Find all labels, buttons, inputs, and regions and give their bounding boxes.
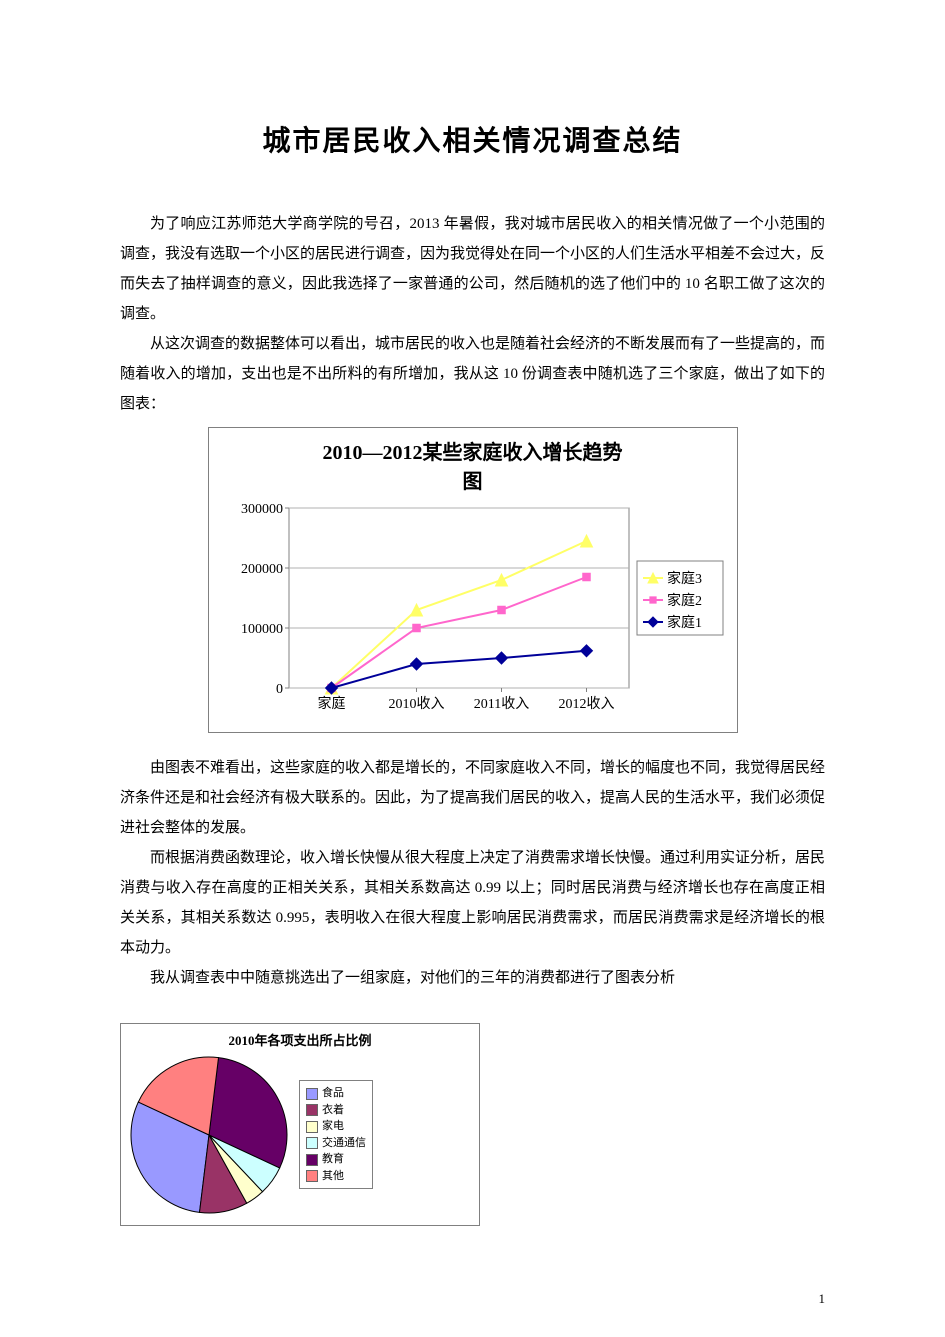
document-page: 城市居民收入相关情况调查总结 为了响应江苏师范大学商学院的号召，2013 年暑假…: [0, 0, 945, 1337]
svg-text:100000: 100000: [241, 622, 283, 637]
svg-text:0: 0: [276, 682, 283, 697]
paragraph-3: 由图表不难看出，这些家庭的收入都是增长的，不同家庭收入不同，增长的幅度也不同，我…: [120, 753, 825, 843]
pie-legend-swatch: [306, 1137, 318, 1149]
pie-legend-label: 家电: [322, 1118, 344, 1135]
pie-legend-item: 教育: [306, 1151, 366, 1168]
paragraph-5: 我从调查表中中随意挑选出了一组家庭，对他们的三年的消费都进行了图表分析: [120, 963, 825, 993]
svg-text:2010收入: 2010收入: [388, 696, 444, 712]
pie-legend-label: 食品: [322, 1085, 344, 1102]
pie-legend-swatch: [306, 1170, 318, 1182]
pie-chart: 2010年各项支出所占比例 食品衣着家电交通通信教育其他: [120, 1023, 480, 1226]
pie-legend-label: 衣着: [322, 1102, 344, 1119]
paragraph-4: 而根据消费函数理论，收入增长快慢从很大程度上决定了消费需求增长快慢。通过利用实证…: [120, 843, 825, 963]
pie-legend-swatch: [306, 1104, 318, 1116]
pie-chart-legend: 食品衣着家电交通通信教育其他: [299, 1080, 373, 1189]
document-title: 城市居民收入相关情况调查总结: [120, 119, 825, 159]
line-chart-title-line1: 2010—2012某些家庭收入增长趋势: [219, 436, 727, 465]
svg-text:2012收入: 2012收入: [558, 696, 614, 712]
pie-legend-item: 衣着: [306, 1102, 366, 1119]
pie-chart-title: 2010年各项支出所占比例: [129, 1030, 471, 1049]
line-chart: 2010—2012某些家庭收入增长趋势 图 0 100000 200000 30000…: [208, 427, 738, 733]
svg-text:家庭: 家庭: [317, 695, 345, 712]
svg-text:2011收入: 2011收入: [473, 696, 528, 712]
pie-chart-container: 2010年各项支出所占比例 食品衣着家电交通通信教育其他: [120, 1023, 480, 1226]
line-chart-svg: 0 100000 200000 300000 家庭 2010收入 2011收入 2012收入 家…: [219, 498, 729, 718]
line-chart-title: 2010—2012某些家庭收入增长趋势 图: [219, 436, 727, 494]
svg-text:200000: 200000: [241, 562, 283, 577]
pie-legend-swatch: [306, 1088, 318, 1100]
svg-text:家庭3: 家庭3: [667, 570, 702, 587]
pie-legend-label: 交通通信: [322, 1135, 366, 1152]
pie-legend-item: 家电: [306, 1118, 366, 1135]
svg-text:家庭2: 家庭2: [667, 592, 702, 609]
pie-legend-item: 食品: [306, 1085, 366, 1102]
svg-text:家庭1: 家庭1: [667, 614, 702, 631]
pie-legend-swatch: [306, 1121, 318, 1133]
pie-chart-svg: [129, 1055, 289, 1215]
line-chart-container: 2010—2012某些家庭收入增长趋势 图 0 100000 200000 30000…: [208, 427, 738, 733]
pie-legend-item: 其他: [306, 1168, 366, 1185]
svg-text:300000: 300000: [241, 502, 283, 517]
paragraph-2: 从这次调查的数据整体可以看出，城市居民的收入也是随着社会经济的不断发展而有了一些…: [120, 329, 825, 419]
pie-legend-swatch: [306, 1154, 318, 1166]
pie-legend-label: 其他: [322, 1168, 344, 1185]
pie-legend-item: 交通通信: [306, 1135, 366, 1152]
paragraph-1: 为了响应江苏师范大学商学院的号召，2013 年暑假，我对城市居民收入的相关情况做…: [120, 209, 825, 329]
pie-legend-label: 教育: [322, 1151, 344, 1168]
line-chart-title-line2: 图: [219, 465, 727, 494]
page-number: 1: [819, 1291, 826, 1307]
